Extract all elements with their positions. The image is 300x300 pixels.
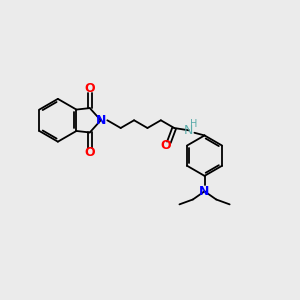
Text: O: O: [85, 146, 95, 159]
Text: O: O: [160, 139, 171, 152]
Text: H: H: [190, 118, 198, 129]
Text: O: O: [85, 82, 95, 95]
Text: N: N: [184, 124, 193, 136]
Text: N: N: [96, 114, 106, 127]
Text: N: N: [200, 185, 210, 198]
